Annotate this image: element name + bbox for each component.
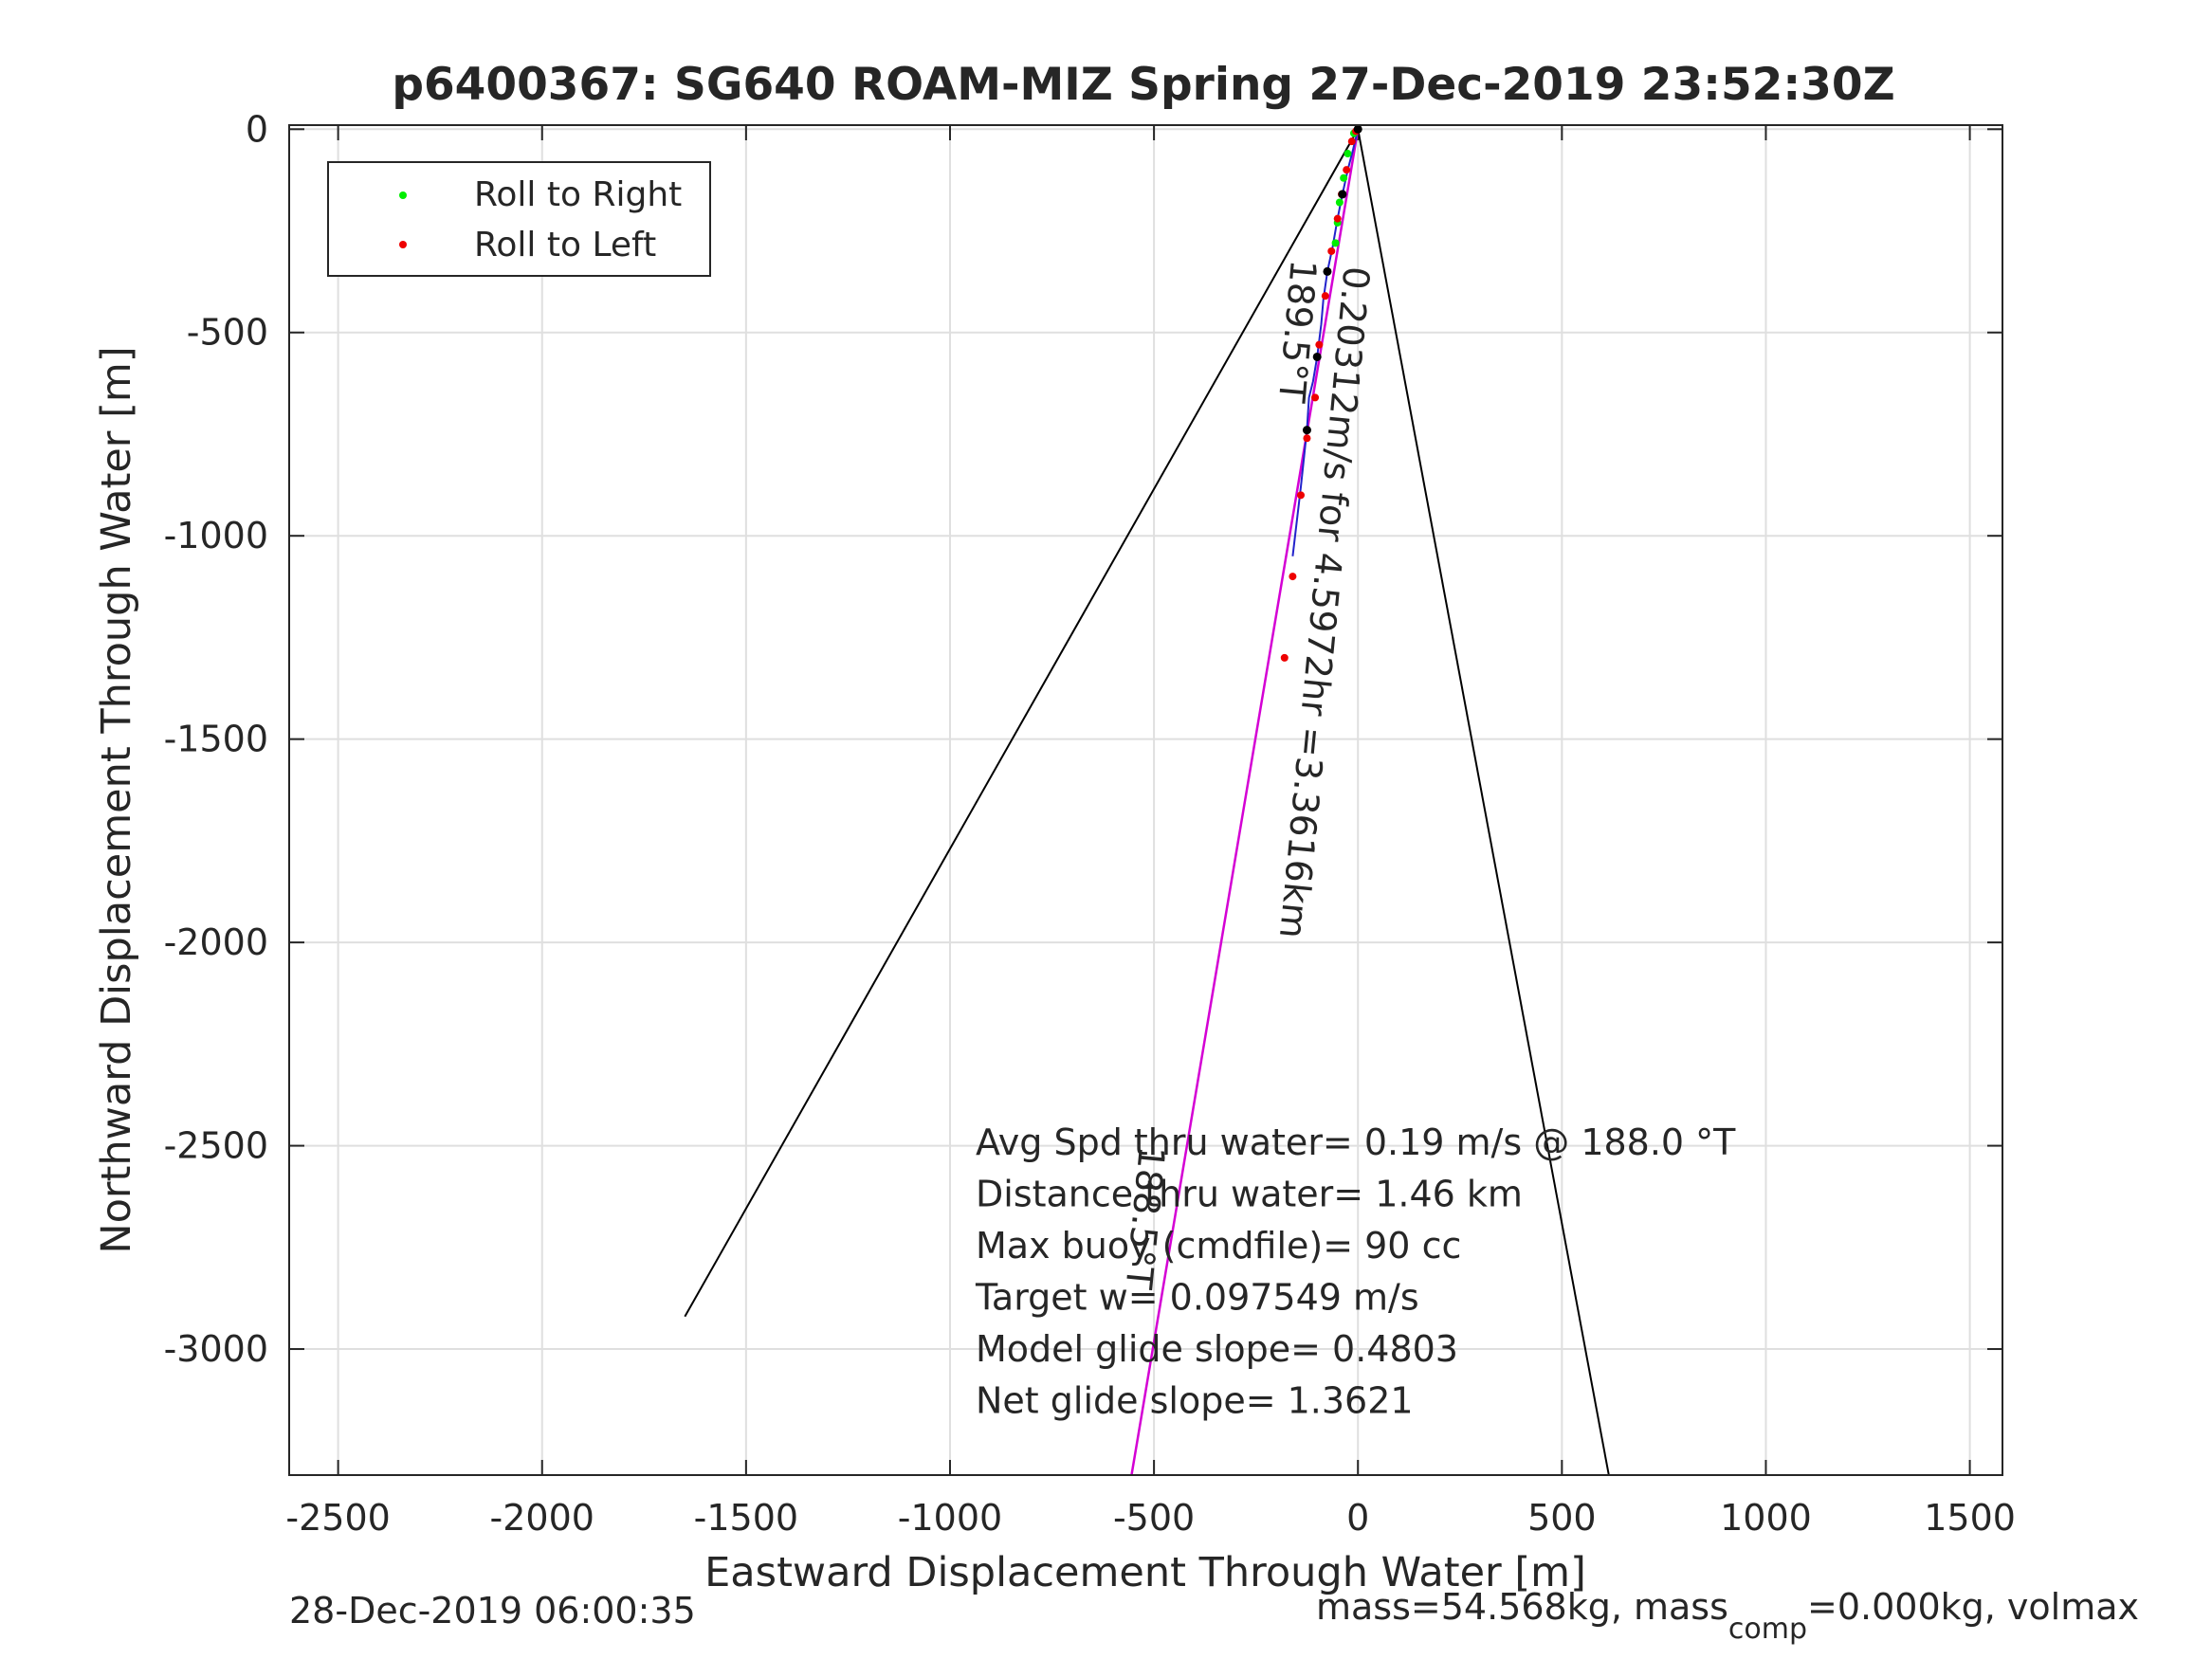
marker-roll-to-right <box>1335 198 1344 207</box>
x-axis: -2500 -2000 -1500 -1000 -500 0 500 1000 1500 <box>285 125 2016 1539</box>
y-tick-label: -1500 <box>164 719 268 760</box>
marker-roll-to-right <box>1331 239 1340 247</box>
y-tick-label: -1000 <box>164 515 268 556</box>
plot-lines <box>684 128 1610 1476</box>
track-marker <box>1302 426 1311 435</box>
stats-block: Avg Spd thru water= 0.19 m/s @ 188.0 °T D… <box>975 1121 1736 1422</box>
stats-line: Distance thru water= 1.46 km <box>976 1174 1523 1215</box>
marker-roll-to-left <box>1296 491 1305 500</box>
footer-mass: mass=54.568kg, masscomp=0.000kg, volmax <box>1316 1586 2139 1646</box>
marker-roll-to-left <box>1280 653 1289 662</box>
x-tick-label: 500 <box>1527 1497 1597 1539</box>
plot-area <box>289 125 2002 1475</box>
marker-roll-to-left <box>1321 292 1329 301</box>
x-tick-label: -2000 <box>490 1497 594 1539</box>
x-axis-label: Eastward Displacement Through Water [m] <box>704 1549 1586 1596</box>
cone-line <box>684 128 1360 1318</box>
marker-roll-to-right <box>1344 150 1352 158</box>
x-tick-label: 0 <box>1346 1497 1369 1539</box>
y-axis: 0 -500 -1000 -1500 -2000 -2500 -3000 <box>164 108 2002 1370</box>
legend-marker-roll-right <box>399 191 407 199</box>
marker-roll-to-left <box>1333 214 1342 223</box>
y-axis-label: Northward Displacement Through Water [m] <box>93 346 140 1253</box>
y-tick-label: -2500 <box>164 1125 268 1167</box>
legend: Roll to Right Roll to Left <box>327 161 711 277</box>
legend-label-roll-left: Roll to Left <box>474 226 656 264</box>
marker-roll-to-right <box>1340 173 1348 182</box>
marker-roll-to-left <box>1289 573 1297 581</box>
legend-box <box>327 161 711 277</box>
stats-line: Max buoy (cmdfile)= 90 cc <box>976 1225 1461 1267</box>
plot-frame <box>288 124 2003 1476</box>
y-tick-label: -500 <box>187 312 268 354</box>
stats-line: Target w= 0.097549 m/s <box>975 1277 1419 1319</box>
footer-mass-part2: =0.000kg, volmax <box>1807 1586 2139 1628</box>
legend-label-roll-right: Roll to Right <box>474 175 682 214</box>
track-marker <box>1353 124 1362 134</box>
track-marker <box>1323 266 1332 276</box>
x-tick-label: 1500 <box>1924 1497 2016 1539</box>
footer-timestamp: 28-Dec-2019 06:00:35 <box>289 1590 696 1632</box>
cone-line <box>1357 129 1610 1476</box>
track-marker <box>1312 352 1322 361</box>
marker-roll-to-left <box>1303 434 1311 443</box>
stats-line: Model glide slope= 0.4803 <box>976 1328 1458 1370</box>
footer-mass-part1: mass=54.568kg, mass <box>1316 1586 1728 1628</box>
stats-line: Avg Spd thru water= 0.19 m/s @ 188.0 °T <box>976 1121 1736 1163</box>
marker-roll-to-left <box>1311 393 1320 402</box>
footer-mass-sub: comp <box>1728 1613 1807 1646</box>
track-marker <box>1338 190 1347 199</box>
marker-roll-to-left <box>1347 137 1356 146</box>
marker-roll-to-left <box>1315 340 1324 349</box>
chart-title: p6400367: SG640 ROAM-MIZ Spring 27-Dec-2… <box>392 59 1894 111</box>
y-tick-label: -3000 <box>164 1328 268 1370</box>
x-tick-label: -1000 <box>898 1497 1002 1539</box>
y-tick-label: 0 <box>246 108 268 150</box>
stats-line: Net glide slope= 1.3621 <box>976 1380 1414 1422</box>
x-tick-label: 1000 <box>1720 1497 1812 1539</box>
x-tick-label: -1500 <box>694 1497 798 1539</box>
legend-marker-roll-left <box>399 241 407 248</box>
marker-roll-to-left <box>1343 166 1351 174</box>
marker-roll-to-left <box>1327 246 1336 255</box>
x-tick-label: -2500 <box>285 1497 390 1539</box>
x-tick-label: -500 <box>1113 1497 1195 1539</box>
heading-line <box>1130 129 1360 1476</box>
plot-markers <box>1280 124 1362 662</box>
grid-lines <box>289 125 2002 1475</box>
y-tick-label: -2000 <box>164 921 268 963</box>
